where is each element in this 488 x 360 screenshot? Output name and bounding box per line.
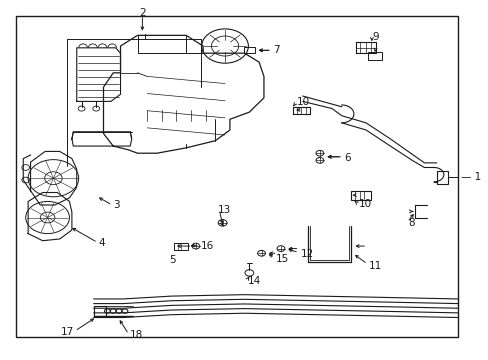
Bar — [244, 48, 255, 53]
Bar — [94, 306, 106, 316]
Bar — [436, 171, 447, 184]
Text: 9: 9 — [372, 32, 378, 42]
Text: 4: 4 — [99, 238, 105, 248]
Text: 15: 15 — [276, 253, 289, 264]
Bar — [351, 191, 370, 200]
Text: 6: 6 — [344, 153, 350, 163]
Text: 16: 16 — [201, 241, 214, 251]
Text: — 1: — 1 — [460, 172, 480, 183]
Text: 18: 18 — [130, 330, 143, 341]
Text: 7: 7 — [272, 45, 279, 55]
Text: 10: 10 — [296, 97, 309, 107]
Bar — [174, 243, 187, 249]
Text: 11: 11 — [368, 261, 381, 271]
Text: 5: 5 — [169, 255, 175, 265]
Text: 8: 8 — [407, 218, 414, 228]
Text: 3: 3 — [113, 200, 120, 210]
Text: 12: 12 — [300, 249, 313, 259]
Text: 17: 17 — [61, 327, 74, 337]
Bar — [368, 53, 381, 60]
Text: 2: 2 — [139, 8, 145, 18]
Text: 14: 14 — [247, 276, 261, 286]
Text: 10: 10 — [358, 199, 371, 209]
Text: 13: 13 — [217, 205, 230, 215]
